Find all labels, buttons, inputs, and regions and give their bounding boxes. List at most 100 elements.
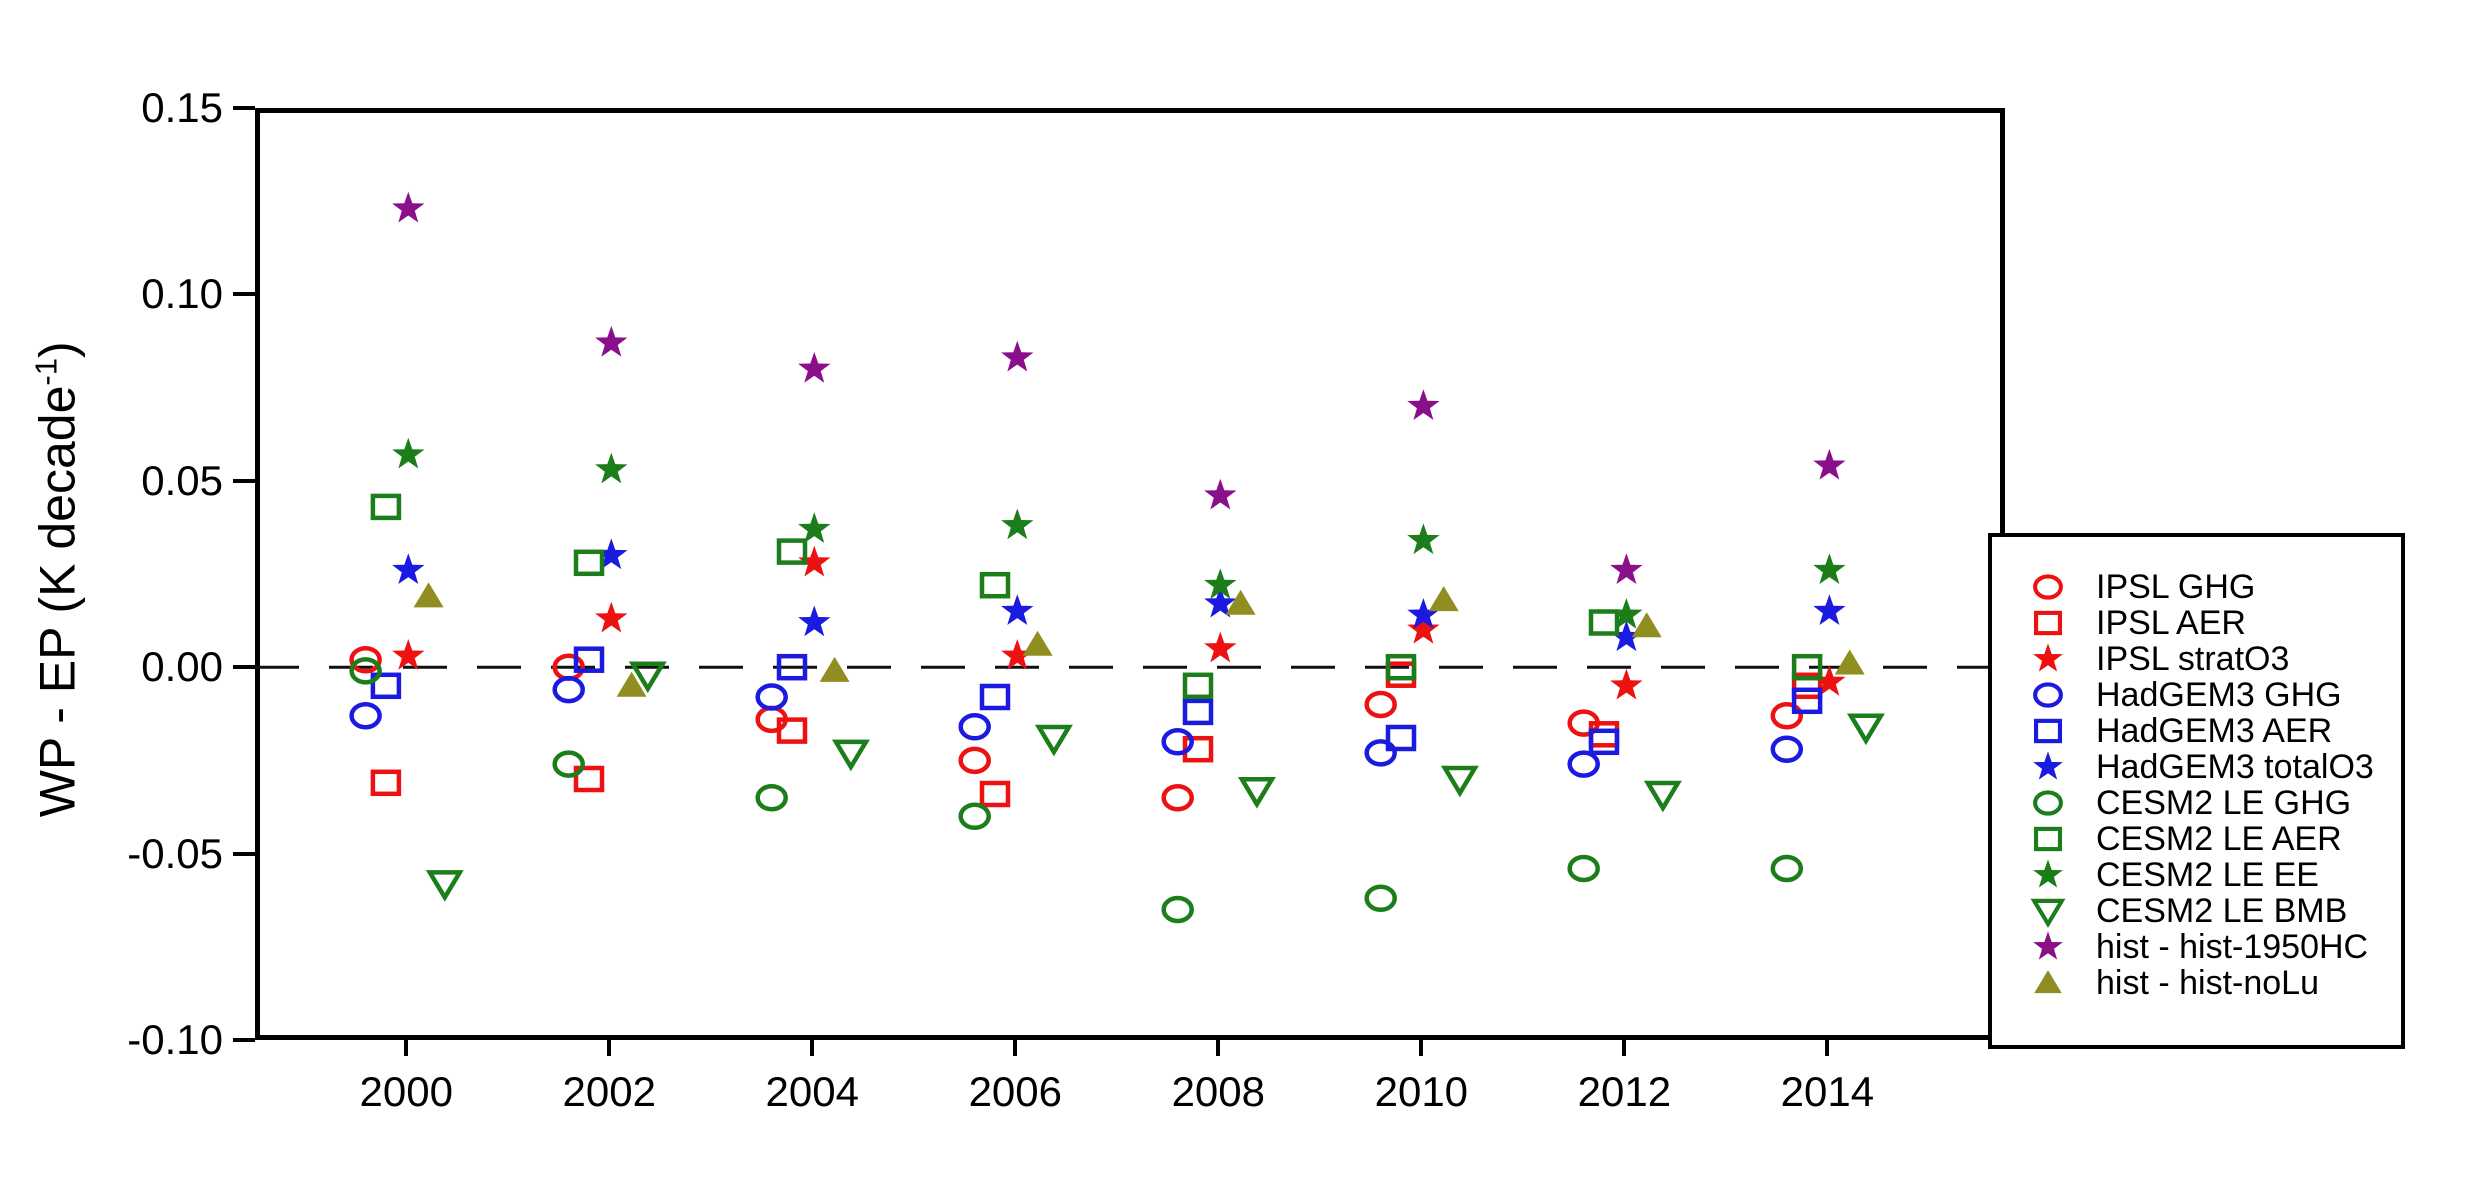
legend-item: IPSL AER: [2026, 605, 2391, 641]
data-point-marker: [552, 675, 585, 704]
data-point-marker: [595, 538, 628, 570]
data-point-marker: [1813, 553, 1846, 585]
star-legend-marker-icon: [2033, 931, 2063, 960]
data-point-marker: [776, 653, 808, 681]
legend: IPSL GHG IPSL AER IPSL stratO3 HadGEM3 GHG H…: [1988, 533, 2405, 1049]
legend-label: CESM2 LE AER: [2096, 820, 2342, 858]
legend-label: IPSL stratO3: [2096, 640, 2290, 678]
data-point-marker: [1161, 895, 1194, 924]
data-point-marker: [1567, 854, 1600, 883]
data-point-marker: [1182, 698, 1214, 726]
data-point-marker: [1440, 765, 1479, 798]
data-point-marker: [392, 553, 425, 585]
circle-legend-marker-icon: [2033, 790, 2063, 816]
x-axis-tick-label: 2006: [968, 1068, 1062, 1115]
data-point-marker: [1385, 653, 1417, 681]
data-point-marker: [1034, 724, 1073, 757]
legend-item: HadGEM3 AER: [2026, 713, 2391, 749]
data-point-marker: [1813, 594, 1846, 626]
y-axis-tick: [233, 665, 255, 670]
legend-label: HadGEM3 AER: [2096, 712, 2333, 750]
triangle-down-legend-marker-icon: [2030, 898, 2066, 928]
data-point-marker: [958, 746, 991, 775]
triangle-up-legend-marker-icon: [2034, 970, 2062, 994]
legend-item: HadGEM3 totalO3: [2026, 749, 2391, 785]
data-point-marker: [1567, 750, 1600, 778]
data-point-marker: [1610, 620, 1643, 652]
data-point-marker: [1022, 630, 1053, 656]
data-point-marker: [1791, 672, 1823, 700]
data-point-marker: [1791, 687, 1823, 715]
data-point-marker: [349, 645, 382, 674]
y-axis-tick-label: 0.10: [141, 270, 223, 318]
y-axis-title-close: ): [29, 341, 86, 359]
data-point-marker: [1204, 478, 1237, 510]
data-point-marker: [392, 191, 425, 223]
legend-item: CESM2 LE EE: [2026, 857, 2391, 893]
data-point-marker: [1834, 649, 1865, 675]
data-point-marker: [831, 739, 870, 772]
legend-item: CESM2 LE GHG: [2026, 785, 2391, 821]
data-point-marker: [755, 783, 788, 812]
data-point-marker: [1407, 389, 1440, 420]
data-point-marker: [958, 802, 991, 831]
data-point-marker: [349, 657, 382, 685]
data-point-marker: [798, 605, 831, 637]
y-axis-tick-label: 0.00: [141, 643, 223, 691]
y-axis-tick: [233, 851, 255, 856]
data-point-marker: [1001, 508, 1034, 540]
data-point-marker: [979, 683, 1011, 711]
data-point-marker: [1407, 612, 1440, 644]
data-point-marker: [616, 671, 647, 697]
legend-label: CESM2 LE GHG: [2096, 784, 2352, 822]
data-point-marker: [1791, 653, 1823, 681]
data-point-marker: [1385, 724, 1417, 752]
data-point-marker: [1237, 776, 1276, 809]
data-point-marker: [1846, 713, 1885, 746]
data-point-marker: [1813, 665, 1846, 696]
legend-label: CESM2 LE BMB: [2096, 892, 2348, 930]
x-axis-tick: [1216, 1040, 1221, 1056]
data-point-marker: [1001, 639, 1034, 670]
y-axis-tick: [233, 478, 255, 483]
data-point-marker: [573, 765, 605, 793]
x-axis-tick: [1825, 1040, 1830, 1056]
data-point-marker: [1643, 780, 1682, 813]
star-legend-marker-icon: [2033, 643, 2063, 672]
y-axis-tick-label: -0.05: [127, 829, 223, 877]
x-axis-tick-label: 2002: [562, 1068, 656, 1115]
legend-item: IPSL GHG: [2026, 569, 2391, 605]
circle-legend-marker-icon: [2033, 682, 2063, 708]
data-point-marker: [1204, 568, 1237, 599]
data-point-marker: [1407, 598, 1440, 629]
x-axis-tick-label: 2012: [1577, 1068, 1672, 1115]
legend-label: IPSL AER: [2096, 604, 2246, 642]
data-point-marker: [1610, 553, 1643, 585]
data-point-marker: [413, 582, 444, 608]
legend-label: IPSL GHG: [2096, 568, 2256, 606]
legend-label: HadGEM3 totalO3: [2096, 748, 2374, 786]
star-legend-marker-icon: [2033, 751, 2063, 780]
y-axis-title-exponent: -1: [28, 358, 64, 386]
data-point-marker: [370, 493, 402, 521]
data-point-marker: [798, 512, 831, 544]
data-point-marker: [1610, 598, 1643, 629]
square-legend-marker-icon: [2033, 610, 2063, 636]
data-point-marker: [1161, 728, 1194, 756]
x-axis-tick-label: 2014: [1780, 1068, 1875, 1115]
legend-item: CESM2 LE BMB: [2026, 893, 2391, 929]
plot-canvas: [255, 191, 2005, 924]
y-axis-tick: [233, 1038, 255, 1042]
data-point-marker: [1225, 589, 1256, 615]
x-axis-tick-label: 2010: [1374, 1068, 1469, 1115]
legend-item: hist - hist-1950HC: [2026, 929, 2391, 965]
legend-label: HadGEM3 GHG: [2096, 676, 2342, 714]
x-axis-tick-label: 2008: [1171, 1068, 1266, 1115]
data-point-marker: [1204, 586, 1237, 618]
data-point-marker: [776, 538, 808, 565]
data-point-marker: [349, 701, 382, 730]
data-point-marker: [1588, 609, 1620, 636]
legend-item: HadGEM3 GHG: [2026, 677, 2391, 713]
data-point-marker: [1001, 340, 1034, 372]
